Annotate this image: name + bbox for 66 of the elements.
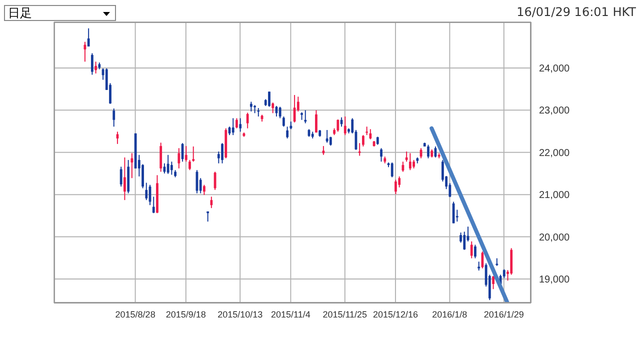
candlestick xyxy=(221,142,224,164)
candlestick xyxy=(427,144,430,159)
y-tick-label: 20,000 xyxy=(539,232,570,244)
text: 日足 xyxy=(8,6,32,20)
candlestick xyxy=(362,134,364,147)
candlestick xyxy=(510,248,513,276)
x-tick-label: 2015/10/13 xyxy=(218,309,263,320)
candlestick xyxy=(239,118,242,132)
candlestick xyxy=(192,146,195,162)
candlestick xyxy=(163,162,166,174)
candlestick xyxy=(178,148,180,169)
candlestick xyxy=(369,128,372,140)
x-tick-label: 2016/1/8 xyxy=(432,309,468,320)
candlestick xyxy=(236,118,238,129)
candlestick xyxy=(282,116,285,128)
candlestick xyxy=(286,126,289,139)
candlestick xyxy=(304,110,307,124)
x-tick-label: 2015/11/4 xyxy=(271,309,310,320)
text: 16/01/29 16:01 HKT xyxy=(516,5,636,19)
x-tick-label: 2016/1/29 xyxy=(484,309,524,320)
candlestick xyxy=(268,91,270,108)
candlestick xyxy=(344,116,346,136)
x-tick-label: 2015/9/18 xyxy=(166,309,206,320)
candlestick xyxy=(463,231,466,250)
candlestick xyxy=(87,28,90,47)
candlestick xyxy=(130,152,134,179)
x-tick-label: 2015/8/28 xyxy=(115,309,156,320)
candlestick xyxy=(166,154,170,174)
candlestick xyxy=(120,166,122,188)
y-tick-label: 23,000 xyxy=(539,106,570,117)
candlestick xyxy=(326,130,328,144)
candlestick xyxy=(232,118,234,136)
candlestick xyxy=(394,179,397,195)
candlestick xyxy=(336,118,340,132)
candlestick xyxy=(380,148,382,162)
candlestick xyxy=(272,102,274,114)
y-tick-label: 19,000 xyxy=(539,274,570,286)
candlestick xyxy=(160,142,162,172)
candlestick xyxy=(94,61,97,74)
candlestick xyxy=(124,156,126,201)
candlestick xyxy=(90,52,94,76)
candlestick xyxy=(188,159,191,171)
candlestick xyxy=(112,108,116,128)
candlestick xyxy=(492,275,494,290)
candlestick xyxy=(246,112,249,129)
candlestick xyxy=(152,196,155,214)
candlestick xyxy=(358,142,361,156)
candlestick xyxy=(145,182,148,201)
x-tick-label: 2015/11/25 xyxy=(322,309,368,320)
x-tick-label: 2015/12/16 xyxy=(372,309,418,320)
candlestick xyxy=(210,196,213,209)
candlestick xyxy=(203,184,206,196)
candlestick xyxy=(170,161,173,176)
candlestick xyxy=(278,106,282,119)
y-tick-label: 22,000 xyxy=(539,148,570,159)
y-tick-label: 21,000 xyxy=(539,190,570,202)
candlestick xyxy=(184,146,188,162)
candlestick xyxy=(315,110,318,134)
candlestick xyxy=(408,152,412,171)
candlestick xyxy=(474,244,476,259)
candlestick xyxy=(390,162,394,178)
candlestick xyxy=(250,101,252,112)
candlestick xyxy=(398,176,401,188)
candlestick xyxy=(470,240,473,259)
candlestick xyxy=(142,164,144,189)
y-tick-label: 24,000 xyxy=(539,64,570,75)
